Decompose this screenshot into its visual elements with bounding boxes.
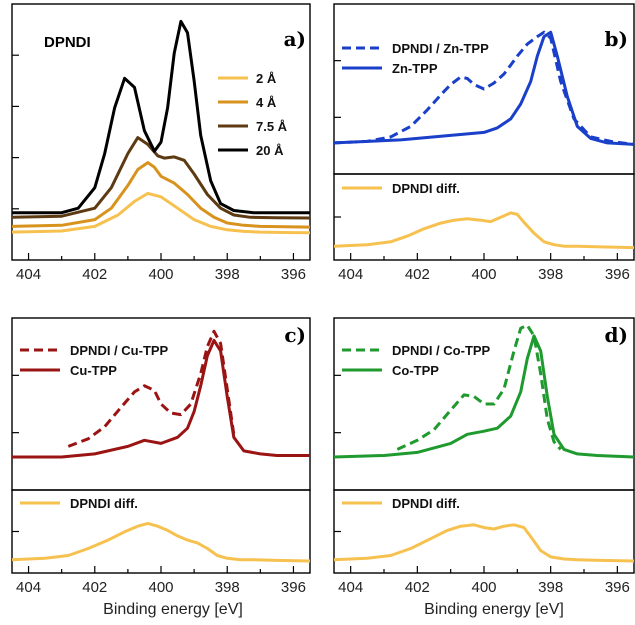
series-line-d-0 [396, 323, 562, 451]
legend-entry-c-0: DPNDI / Cu-TPP [70, 343, 169, 358]
legend-entry-c-1: Cu-TPP [70, 363, 117, 378]
series-line-a-0 [11, 191, 311, 235]
x-tick-label-b-diff: 404 [338, 266, 363, 283]
x-tick-label-b-diff: 400 [471, 266, 496, 283]
panel-label-d: d) [605, 323, 628, 347]
series-line-d-1 [333, 334, 635, 459]
panel-label-b: b) [605, 27, 628, 51]
series-line-a-1 [11, 161, 311, 229]
legend-entry-a-1: 4 Å [256, 95, 277, 110]
legend-entry-b-diff-0: DPNDI diff. [392, 181, 460, 196]
legend-entry-d-0: DPNDI / Co-TPP [392, 343, 491, 358]
x-tick-label-c-diff: 404 [16, 579, 41, 596]
x-tick-label-a: 404 [16, 266, 41, 283]
legend-entry-a-2: 7.5 Å [256, 119, 288, 134]
legend-entry-d-diff-0: DPNDI diff. [392, 496, 460, 511]
x-tick-label-c-diff: 402 [82, 579, 107, 596]
x-tick-label-a: 398 [215, 266, 240, 283]
x-tick-label-d-diff: 400 [471, 579, 496, 596]
x-tick-label-b-diff: 398 [538, 266, 563, 283]
x-tick-label-d-diff: 396 [605, 579, 630, 596]
series-line-c-diff-0 [11, 521, 311, 563]
series-line-c-0 [67, 329, 236, 448]
x-tick-label-c-diff: 398 [215, 579, 240, 596]
series-line-b-1 [333, 30, 635, 146]
series-line-d-diff-0 [333, 523, 635, 563]
series-line-c-1 [12, 338, 310, 459]
legend-entry-b-0: DPNDI / Zn-TPP [392, 41, 489, 56]
x-tick-label-b-diff: 396 [605, 266, 630, 283]
x-tick-label-a: 396 [281, 266, 306, 283]
x-tick-label-d-diff: 402 [405, 579, 430, 596]
x-tick-label-d-diff: 398 [538, 579, 563, 596]
x-axis-label-left: Binding energy [eV] [103, 601, 243, 618]
x-tick-label-c-diff: 400 [148, 579, 173, 596]
x-tick-label-a: 400 [148, 266, 173, 283]
panel-label-a: a) [284, 27, 306, 51]
legend-entry-d-1: Co-TPP [392, 363, 439, 378]
series-line-b-diff-0 [333, 211, 635, 250]
panel-a-title: DPNDI [44, 34, 91, 51]
legend-entry-b-1: Zn-TPP [392, 61, 438, 76]
x-axis-label-right: Binding energy [eV] [424, 601, 564, 618]
legend-entry-c-diff-0: DPNDI diff. [70, 496, 138, 511]
x-tick-label-c-diff: 396 [281, 579, 306, 596]
x-tick-label-d-diff: 404 [338, 579, 363, 596]
series-line-a-3 [12, 19, 310, 215]
legend-entry-a-0: 2 Å [256, 71, 277, 86]
series-line-b-0 [333, 30, 635, 146]
legend-entry-a-3: 20 Å [256, 143, 284, 158]
x-tick-label-b-diff: 402 [405, 266, 430, 283]
series-line-a-2 [11, 136, 311, 220]
x-tick-label-a: 402 [82, 266, 107, 283]
panel-label-c: c) [284, 323, 306, 347]
